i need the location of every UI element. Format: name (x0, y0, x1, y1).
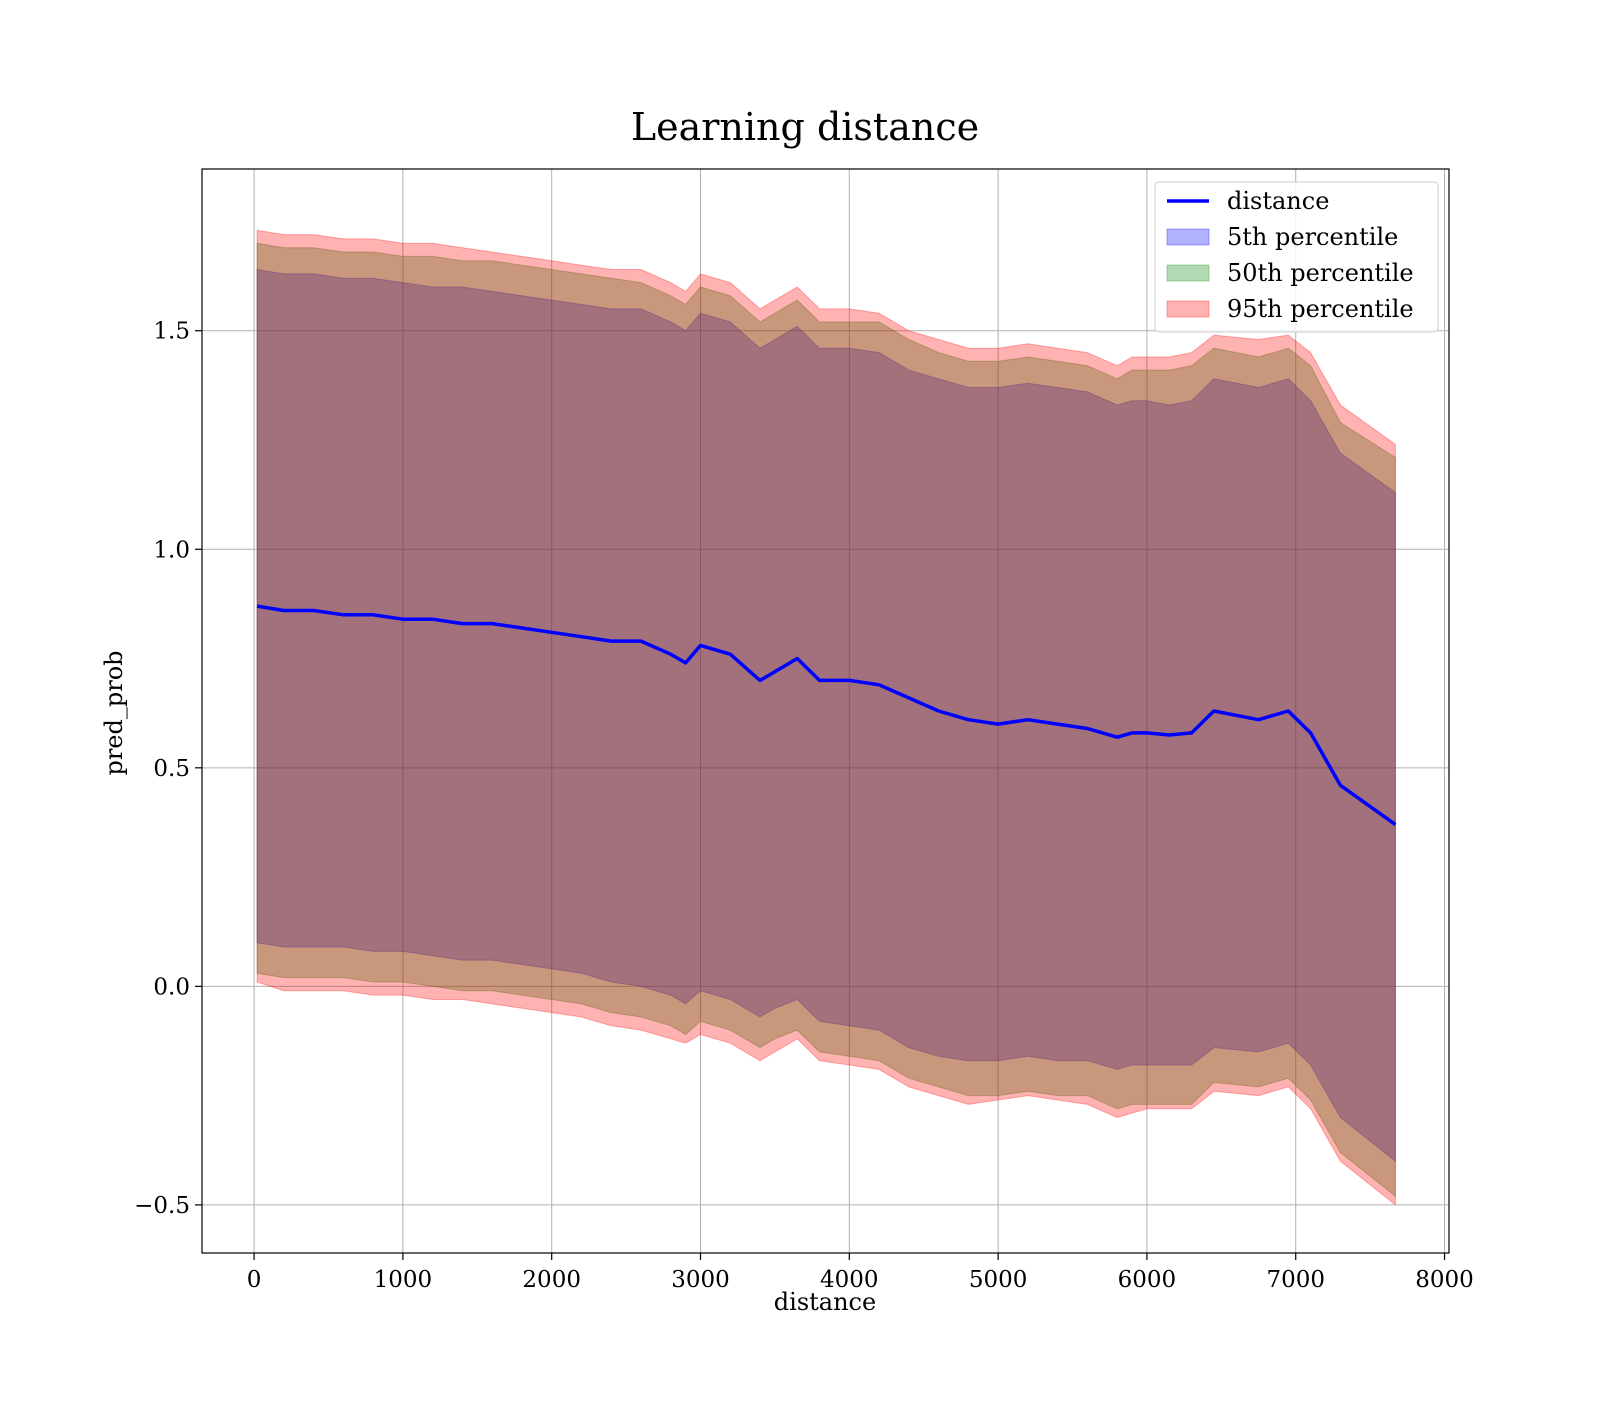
percentile-bands (256, 229, 1396, 1206)
x-tick-label: 0 (247, 1267, 262, 1293)
legend-swatch (1166, 264, 1210, 282)
x-tick-label: 3000 (671, 1267, 730, 1293)
plot-frame (201, 168, 1450, 1254)
legend-label: 95th percentile (1227, 295, 1414, 323)
x-tick-label: 7000 (1266, 1267, 1325, 1293)
legend-label: 5th percentile (1227, 223, 1398, 251)
y-tick-label: 0.5 (153, 756, 190, 782)
y-tick-label: 1.0 (153, 537, 190, 563)
y-tick-label: 0.0 (153, 974, 190, 1000)
x-tick-label: 6000 (1118, 1267, 1177, 1293)
legend-label: distance (1227, 187, 1329, 215)
legend-label: 50th percentile (1227, 259, 1414, 287)
legend-swatch (1166, 228, 1210, 246)
y-tick-label: −0.5 (134, 1193, 190, 1219)
y-axis-label: pred_prob (100, 650, 128, 775)
x-tick-label: 1000 (374, 1267, 433, 1293)
legend-box (1154, 181, 1439, 333)
band-5th-percentile (256, 268, 1396, 1163)
chart-title: Learning distance (631, 105, 979, 149)
x-tick-label: 8000 (1415, 1267, 1474, 1293)
band-95th-percentile (256, 229, 1396, 1206)
y-tick-label: 1.5 (153, 319, 190, 345)
band-50th-percentile (256, 242, 1396, 1198)
x-axis-label: distance (774, 1288, 876, 1316)
series-lines (256, 604, 1397, 827)
x-tick-label: 5000 (969, 1267, 1028, 1293)
x-tick-label: 2000 (522, 1267, 581, 1293)
x-tick-label: 4000 (820, 1267, 879, 1293)
axes: 0 1000 2000 3000 4000 5000 6000 7000 8000 −0.5 0.0… (134, 168, 1474, 1293)
grid (202, 169, 1449, 1253)
legend: distance 5th percentile 50th percentile 95t… (1154, 181, 1439, 333)
legend-swatch (1166, 300, 1210, 318)
line-distance (256, 604, 1397, 827)
